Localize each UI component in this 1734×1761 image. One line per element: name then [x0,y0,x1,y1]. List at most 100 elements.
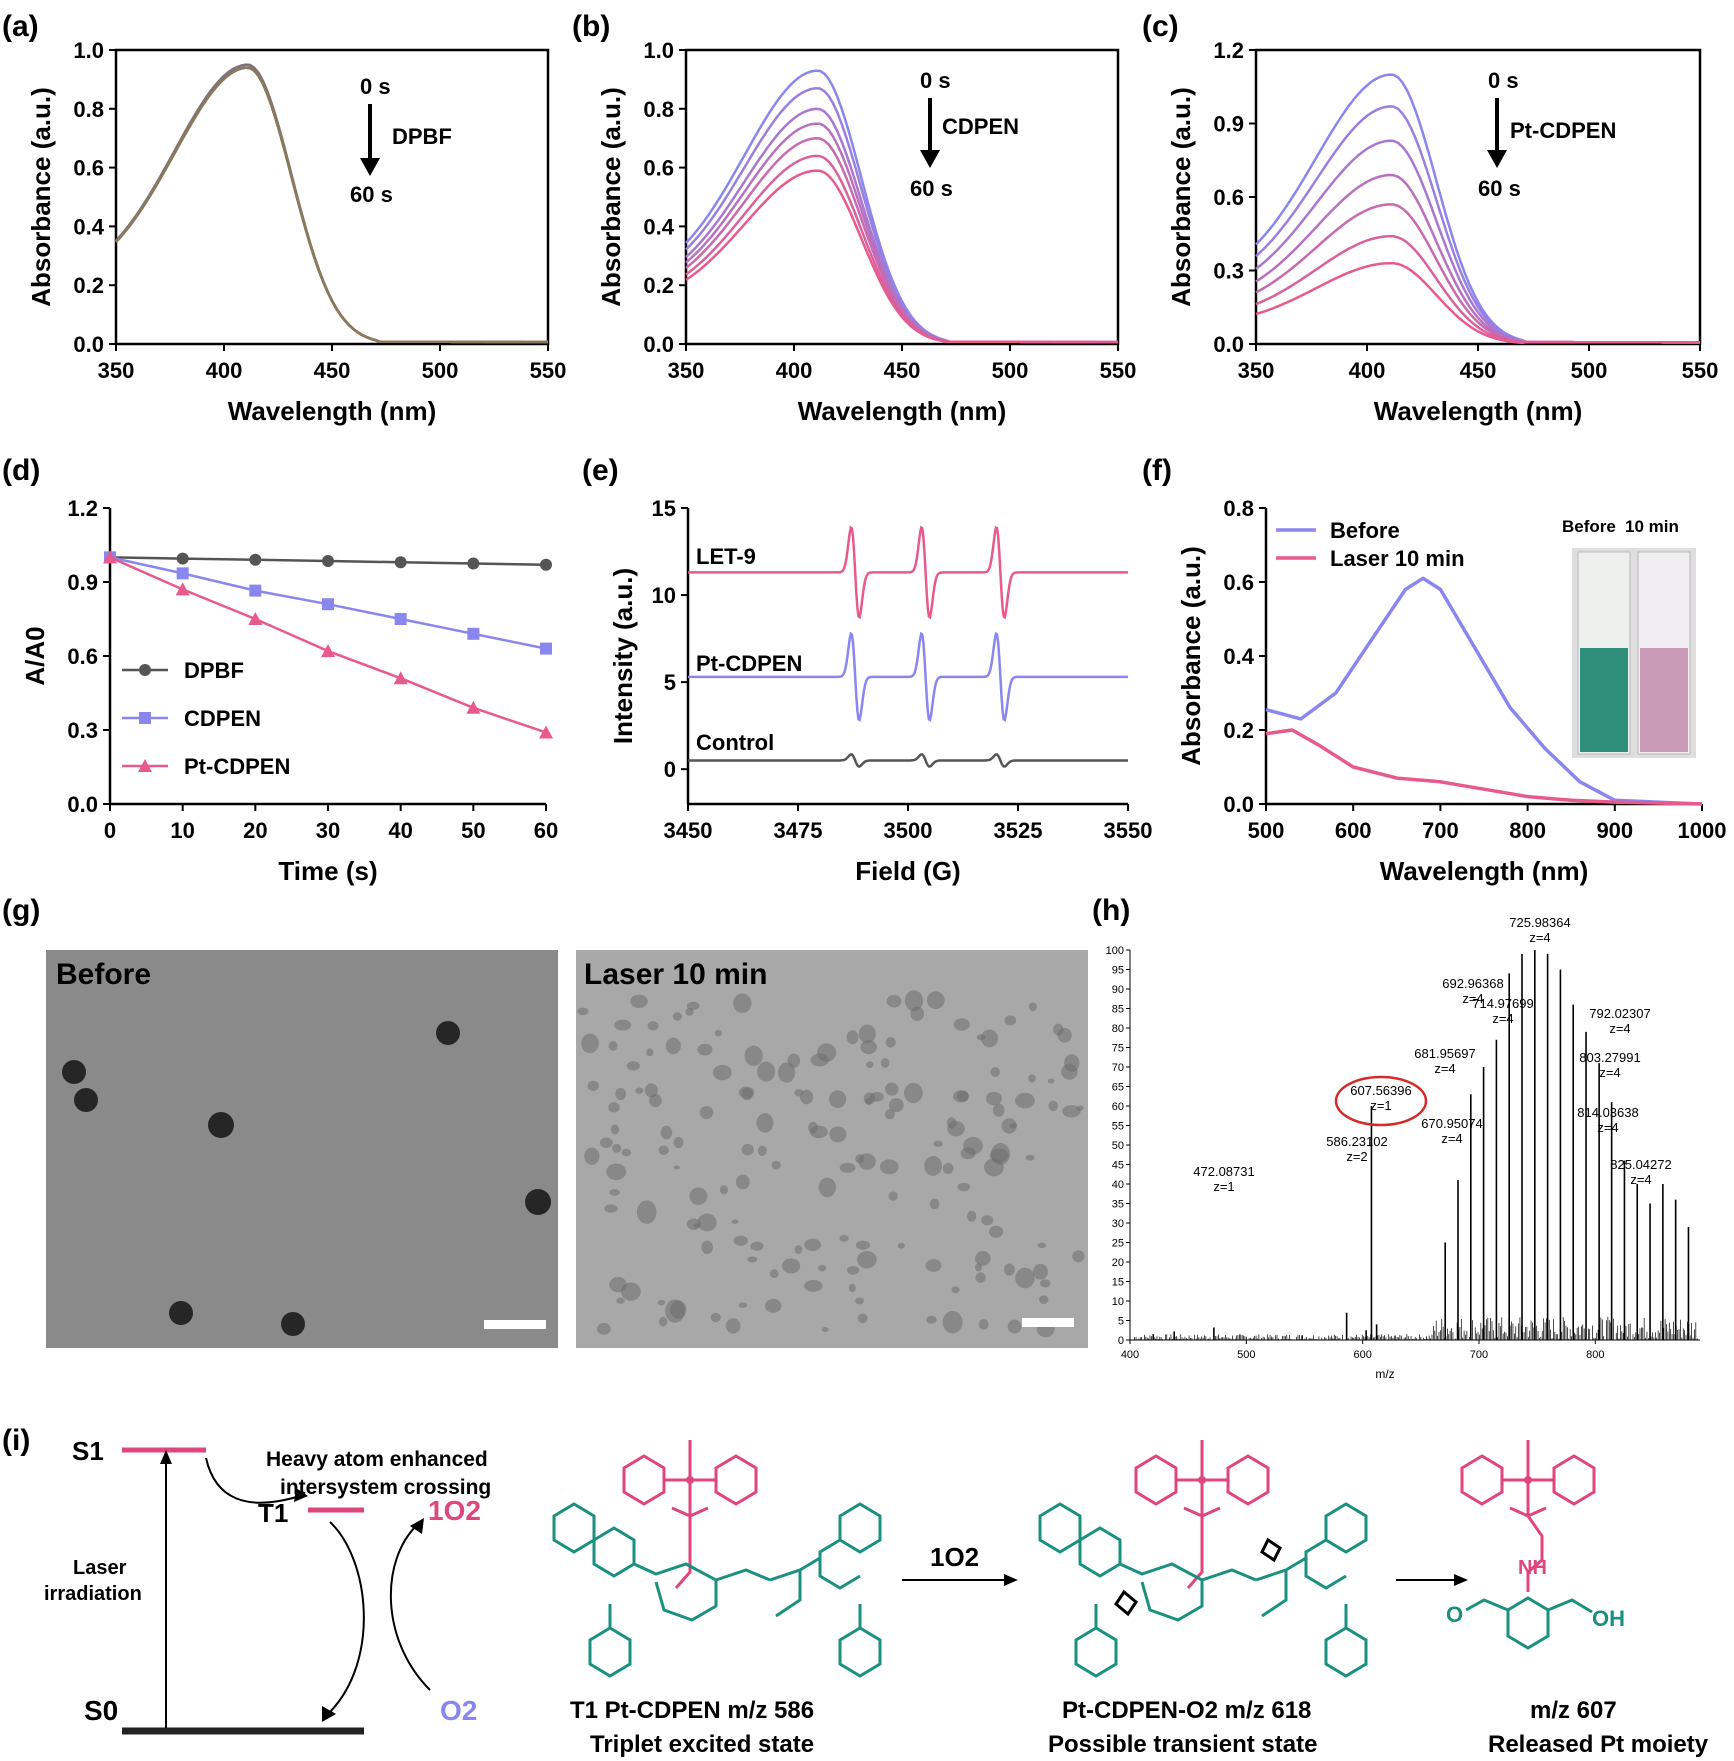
data-point [321,644,335,658]
y-tick-label: 0.6 [1213,185,1244,210]
tem-fragment [1033,1263,1048,1280]
spectrum-line [1265,728,1703,806]
x-tick-label: 500 [1237,1349,1255,1361]
x-tick-label: 3550 [1104,818,1153,843]
data-point [103,550,117,564]
tem-fragment [886,994,902,1008]
tem-fragment [897,1242,905,1249]
data-point [467,557,480,570]
tem-laser-title: Laser 10 min [584,958,767,991]
data-point [176,567,189,580]
tem-fragment [829,1126,847,1143]
tem-fragment [988,1225,1004,1238]
tem-fragment [757,1061,776,1082]
peak-charge-label: z=4 [1599,1065,1620,1080]
peak-mz-label: 725.98364 [1509,915,1570,930]
y-tick-label: 25 [1112,1238,1124,1250]
tem-fragment [1053,1023,1064,1036]
tem-fragment [809,1125,828,1139]
arrow-b-name: CDPEN [942,114,1019,139]
panel-i-label: (i) [2,1424,30,1457]
y-axis-label: Absorbance (a.u.) [1166,87,1196,307]
mol3-amine: NH [1518,1557,1547,1579]
panel-d-label: (d) [2,454,40,487]
peak-charge-label: z=4 [1434,1061,1455,1076]
panel-f-label: (f) [1142,454,1172,487]
level-s1: S1 [72,1436,104,1466]
tem-fragment [978,1319,989,1330]
tem-fragment [635,1087,644,1094]
tem-fragment [1028,1074,1036,1083]
tem-fragment [644,1083,658,1098]
data-point [540,558,552,571]
tem-fragment [821,1326,829,1333]
chart-b: 350 400 450 500 550 0.0 0.2 0.4 0.6 0.8 1.0 Wavelen… [596,38,1136,426]
reagent-singlet-oxygen: 1O2 [930,1542,979,1572]
tem-fragment [581,1033,599,1054]
nanoparticle [208,1112,234,1138]
y-tick-label: 0.0 [1213,332,1244,357]
y-tick-label: 55 [1112,1121,1124,1133]
tem-fragment [733,993,752,1014]
y-tick-label: 0.9 [1213,112,1244,137]
peak-charge-label: z=4 [1597,1120,1618,1135]
tem-fragment [614,1019,632,1031]
tem-fragment [606,1163,627,1181]
tem-fragment [1028,1002,1037,1012]
tem-fragment [818,1264,827,1272]
y-tick-label: 0.8 [1223,496,1254,521]
tem-fragment [738,1302,748,1308]
y-tick-label: 0 [664,757,676,782]
tem-fragment [686,1218,701,1230]
peak-mz-label: 670.95074 [1421,1116,1482,1131]
x-tick-label: 60 [534,818,558,843]
y-tick-label: 0.6 [1223,570,1254,595]
panel-a-time-arrow: 0 s DPBF 60 s [350,74,452,207]
tem-fragment [846,1030,859,1045]
tem-fragment [885,1082,899,1096]
y-tick-label: 10 [1112,1296,1124,1308]
peak-mz-label: 714.97699 [1472,996,1533,1011]
x-tick-label: 3475 [774,818,823,843]
tem-fragment [615,1087,627,1101]
legend-label: CDPEN [184,706,261,731]
tem-fragment [799,1089,814,1105]
tem-fragment [1047,1078,1055,1084]
y-tick-label: 0.6 [643,156,674,181]
y-tick-label: 1.0 [643,38,674,63]
tem-fragment [787,1053,801,1068]
x-tick-label: 3500 [884,818,933,843]
y-tick-label: 1.0 [73,38,104,63]
tem-fragment [610,1124,620,1135]
data-point [466,700,481,714]
isc-label-line2: intersystem crossing [280,1476,491,1499]
x-tick-label: 1000 [1678,818,1727,843]
tem-fragment [1025,1154,1035,1161]
tem-fragment [1048,1100,1058,1112]
data-point [322,598,334,611]
isc-label-line1: Heavy atom enhanced [266,1448,488,1471]
tem-fragment [1039,1295,1049,1304]
tem-fragment [697,1043,713,1056]
spectrum-line [1255,203,1700,344]
arrow-a-bottom: 60 s [350,182,393,207]
legend-label: Pt-CDPEN [184,754,290,779]
tem-fragment [699,1105,714,1120]
tem-fragment [646,1048,654,1057]
data-point [249,553,262,566]
x-axis-label: Time (s) [278,856,377,886]
tem-fragment [957,1182,971,1192]
x-tick-label: 20 [243,818,267,843]
nanoparticle [281,1312,305,1336]
level-s0: S0 [84,1695,118,1726]
tem-fragment [665,1037,681,1055]
tem-fragment [777,1062,796,1083]
panel-h-label: (h) [1092,894,1130,927]
tem-fragment [804,1238,822,1252]
peak-mz-label: 825.04272 [1610,1157,1671,1172]
tem-fragment [865,1097,873,1105]
panel-b-label: (b) [572,10,610,43]
peak-charge-label: z=1 [1370,1098,1391,1113]
spectrum-line [1255,261,1700,345]
y-tick-label: 0.8 [643,97,674,122]
